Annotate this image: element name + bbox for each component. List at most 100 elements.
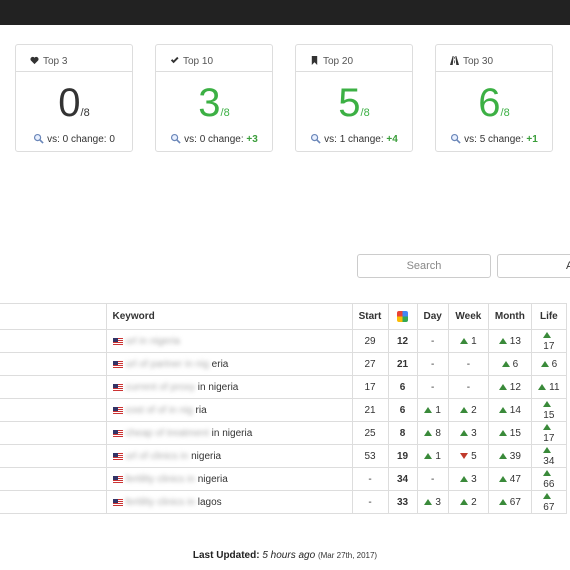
- magnifier-icon[interactable]: [450, 133, 464, 145]
- card-compare: vs: 1 change:: [324, 134, 384, 145]
- life-cell: 11: [530, 375, 567, 399]
- rank-value: 67: [543, 502, 555, 513]
- keyword-redacted: fertility clinics in: [125, 473, 195, 485]
- life-cell: 15: [530, 398, 567, 422]
- last-updated-ago: 5 hours ago: [262, 550, 316, 561]
- up-arrow-icon: [501, 360, 510, 367]
- up-arrow-icon: [540, 360, 549, 367]
- keyword-cell[interactable]: cheap of treatment in nigeria: [105, 421, 353, 445]
- card-total: /8: [360, 107, 370, 119]
- card-footer: vs: 5 change: +1: [436, 133, 552, 145]
- keyword-text: nigeria: [191, 450, 222, 462]
- header-keyword[interactable]: Keyword: [105, 303, 353, 330]
- day-cell: -: [416, 375, 449, 399]
- day-cell: 8: [416, 421, 449, 445]
- up-arrow-icon: [543, 470, 552, 476]
- rank-value: 34: [543, 456, 555, 467]
- rank-value: 1: [435, 404, 441, 416]
- header-blank: [0, 303, 107, 330]
- keyword-redacted: fertility clinics in: [125, 496, 195, 508]
- week-cell: 2: [447, 490, 489, 514]
- card-change: +3: [246, 134, 258, 145]
- rank-value: 3: [471, 427, 477, 439]
- card-footer: vs: 0 change: +3: [156, 133, 272, 145]
- keyword-redacted: cost of of in nig: [125, 404, 193, 416]
- card-number: 5: [338, 81, 361, 125]
- card-header: Top 30: [436, 45, 552, 72]
- us-flag-icon: [112, 406, 123, 414]
- header-google[interactable]: [387, 303, 418, 330]
- rank-value: -: [431, 381, 435, 393]
- last-updated-date: (Mar 27th, 2017): [317, 551, 378, 560]
- last-updated: Last Updated: 5 hours ago (Mar 27th, 201…: [0, 550, 570, 561]
- card-change: 0: [109, 134, 115, 145]
- month-cell: 13: [487, 329, 532, 353]
- card-number: 0: [58, 81, 81, 125]
- card-value: 6/8: [436, 83, 552, 123]
- table-row: current of proxy in nigeria 17 6- -12 11: [0, 375, 567, 399]
- rank-value: 15: [509, 427, 521, 439]
- keyword-cell[interactable]: fertility clinics in nigeria: [105, 467, 353, 491]
- header-month[interactable]: Month: [487, 303, 532, 330]
- month-cell: 67: [487, 490, 532, 514]
- card-header: Top 20: [296, 45, 412, 72]
- week-cell: 3: [447, 467, 489, 491]
- rank-value: 3: [471, 473, 477, 485]
- magnifier-icon[interactable]: [170, 133, 184, 145]
- rank-value: 47: [509, 473, 521, 485]
- up-arrow-icon: [498, 429, 507, 436]
- down-arrow-icon: [460, 452, 469, 459]
- week-cell: 3: [447, 421, 489, 445]
- up-arrow-icon: [543, 424, 552, 430]
- table-row: url of clinics in nigeria 53 19 1 5 39 34: [0, 444, 567, 468]
- up-arrow-icon: [498, 452, 507, 459]
- rank-value: 67: [509, 496, 521, 508]
- row-blank-cell: [0, 421, 107, 445]
- bookmark-icon: [310, 55, 319, 68]
- google-rank-cell: 21: [387, 352, 418, 376]
- search-button[interactable]: Search: [357, 254, 491, 278]
- header-start[interactable]: Start: [351, 303, 389, 330]
- magnifier-icon[interactable]: [33, 133, 47, 145]
- up-arrow-icon: [460, 429, 469, 436]
- rank-value: 11: [549, 381, 560, 393]
- top-navbar: [0, 0, 570, 25]
- keyword-cell[interactable]: url in nigeria: [105, 329, 353, 353]
- start-cell: 27: [351, 352, 389, 376]
- keyword-cell[interactable]: url of partner in nig eria: [105, 352, 353, 376]
- card-total: /8: [80, 107, 90, 119]
- google-rank-cell: 12: [387, 329, 418, 353]
- header-week[interactable]: Week: [447, 303, 489, 330]
- card-total: /8: [500, 107, 510, 119]
- rank-value: 14: [509, 404, 521, 416]
- rank-card-top-30: Top 30 6/8 vs: 5 change: +1: [435, 44, 553, 152]
- header-day[interactable]: Day: [416, 303, 449, 330]
- card-label: Top 3: [43, 56, 68, 67]
- life-cell: 6: [530, 352, 567, 376]
- day-cell: -: [416, 467, 449, 491]
- keyword-cell[interactable]: cost of of in nig ria: [105, 398, 353, 422]
- up-arrow-icon: [543, 332, 552, 338]
- us-flag-icon: [112, 383, 123, 391]
- add-button[interactable]: A: [497, 254, 570, 278]
- keyword-text: in nigeria: [211, 427, 253, 439]
- magnifier-icon[interactable]: [310, 133, 324, 145]
- google-rank-cell: 6: [387, 398, 418, 422]
- rank-value: -: [431, 358, 435, 370]
- row-blank-cell: [0, 444, 107, 468]
- keyword-cell[interactable]: current of proxy in nigeria: [105, 375, 353, 399]
- table-row: cheap of treatment in nigeria 25 8 8 3 15 17: [0, 421, 567, 445]
- table-row: url in nigeria 29 12 - 1 13 17: [0, 329, 567, 353]
- up-arrow-icon: [498, 406, 507, 413]
- card-compare: vs: 0 change:: [184, 134, 244, 145]
- header-life[interactable]: Life: [530, 303, 567, 330]
- start-cell: 21: [351, 398, 389, 422]
- keyword-text: nigeria: [197, 473, 228, 485]
- month-cell: 15: [487, 421, 532, 445]
- rank-value: 2: [471, 404, 477, 416]
- us-flag-icon: [112, 429, 123, 437]
- rank-card-top-10: Top 10 3/8 vs: 0 change: +3: [155, 44, 273, 152]
- rank-value: -: [431, 335, 435, 347]
- keyword-cell[interactable]: fertility clinics in lagos: [105, 490, 353, 514]
- keyword-cell[interactable]: url of clinics in nigeria: [105, 444, 353, 468]
